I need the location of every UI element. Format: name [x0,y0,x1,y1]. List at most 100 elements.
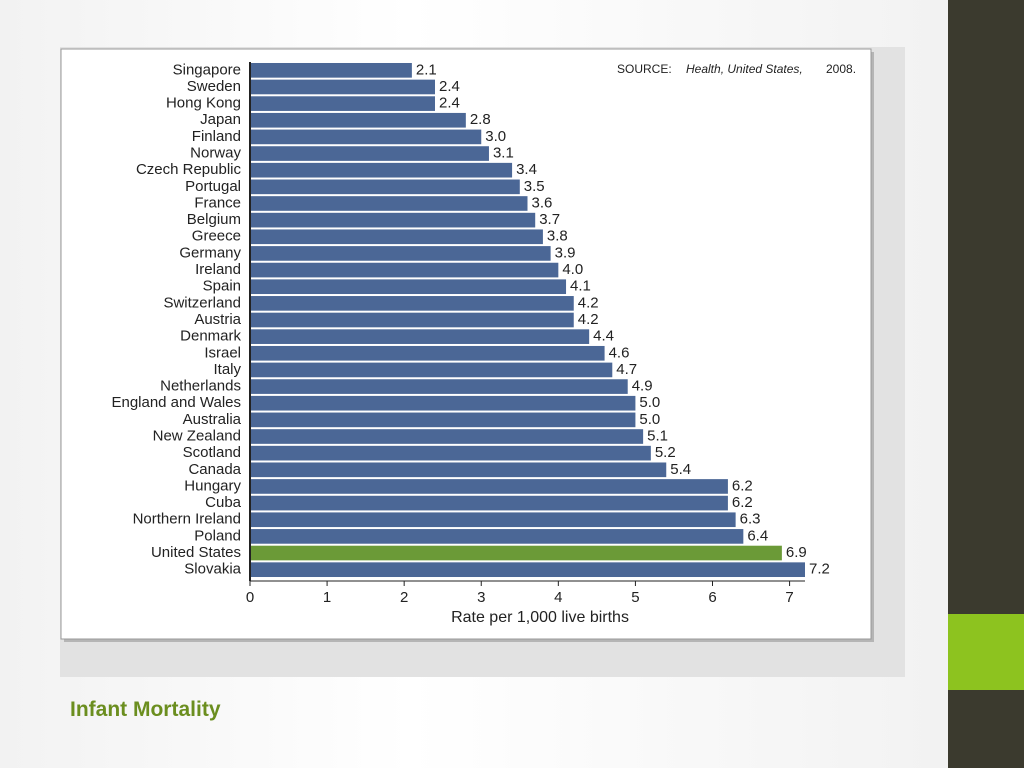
y-tick-label: Czech Republic [136,161,242,178]
bar [250,379,628,394]
bar [250,479,728,494]
bar [250,196,528,211]
value-label: 5.0 [639,411,660,428]
bar [250,512,736,528]
bar [250,495,728,511]
value-label: 3.1 [493,145,514,162]
bar [250,229,543,245]
y-tick-label: Portugal [185,178,241,195]
x-tick-label: 5 [631,589,639,606]
y-tick-label: Switzerland [163,294,241,311]
value-label: 4.0 [562,261,583,278]
y-tick-label: Austria [194,311,241,328]
value-label: 6.3 [740,511,761,528]
value-label: 3.6 [532,194,553,211]
value-label: 2.4 [439,78,460,95]
bar [250,412,636,428]
value-label: 7.2 [809,561,830,578]
y-tick-label: Denmark [180,328,241,345]
value-label: 4.4 [593,328,614,345]
x-tick-label: 3 [477,589,485,606]
slide-title: Infant Mortality [70,698,221,721]
value-label: 2.1 [416,61,437,78]
y-tick-label: New Zealand [153,427,241,444]
bar [250,279,567,295]
y-tick-label: Norway [190,145,241,162]
value-label: 3.0 [485,128,506,145]
x-tick-label: 0 [246,589,254,606]
y-tick-label: Japan [200,111,241,128]
y-tick-label: Finland [192,128,241,145]
y-tick-label: Belgium [187,211,241,228]
x-tick-label: 1 [323,589,331,606]
bar [250,312,574,328]
value-label: 3.4 [516,161,537,178]
value-label: 3.9 [555,244,576,261]
value-label: 4.6 [609,344,630,361]
value-label: 5.1 [647,427,668,444]
value-label: 6.2 [732,494,753,511]
source-year: 2008. [826,62,856,76]
bar [250,79,435,95]
value-label: 5.0 [639,394,660,411]
bar [250,395,636,411]
y-tick-label: Greece [192,228,241,245]
value-label: 2.8 [470,111,491,128]
x-tick-label: 4 [554,589,562,606]
x-tick-label: 6 [708,589,716,606]
value-label: 6.2 [732,477,753,494]
source-title: Health, United States, [686,62,803,76]
bar [250,112,466,128]
y-tick-label: Poland [194,527,241,544]
value-label: 6.4 [747,527,768,544]
y-tick-label: Spain [203,278,241,295]
value-label: 4.1 [570,278,591,295]
bar [250,345,605,361]
value-label: 4.7 [616,361,637,378]
y-tick-label: Singapore [173,61,241,78]
bar [250,445,651,461]
value-label: 5.2 [655,444,676,461]
bar [250,212,536,228]
value-label: 3.7 [539,211,560,228]
y-tick-label: Hong Kong [166,95,241,112]
y-tick-label: France [194,194,241,211]
y-tick-label: Netherlands [160,378,241,395]
value-label: 3.5 [524,178,545,195]
y-tick-label: United States [151,544,241,561]
bar [250,545,782,561]
y-tick-label: Sweden [187,78,241,95]
bar [250,129,482,145]
y-tick-label: Ireland [195,261,241,278]
bar [250,429,644,444]
bar [250,96,435,111]
bar [250,462,667,478]
y-tick-label: Israel [204,344,241,361]
bar [250,62,412,78]
value-label: 4.9 [632,378,653,395]
value-label: 4.2 [578,311,599,328]
y-tick-label: Scotland [183,444,241,461]
bar [250,529,744,544]
y-tick-label: Hungary [184,477,241,494]
bar [250,246,551,261]
bar [250,262,559,278]
source-label: SOURCE: [617,62,672,76]
bar [250,329,590,344]
y-tick-label: England and Wales [111,394,241,411]
value-label: 6.9 [786,544,807,561]
x-tick-label: 7 [785,589,793,606]
x-tick-label: 2 [400,589,408,606]
y-tick-label: Northern Ireland [133,511,241,528]
bar [250,562,805,578]
bar [250,162,513,178]
y-tick-label: Slovakia [184,561,241,578]
y-tick-label: Cuba [205,494,242,511]
value-label: 4.2 [578,294,599,311]
x-axis-label: Rate per 1,000 live births [451,609,629,626]
value-label: 2.4 [439,95,460,112]
value-label: 5.4 [670,461,691,478]
sidebar-accent [948,614,1024,690]
